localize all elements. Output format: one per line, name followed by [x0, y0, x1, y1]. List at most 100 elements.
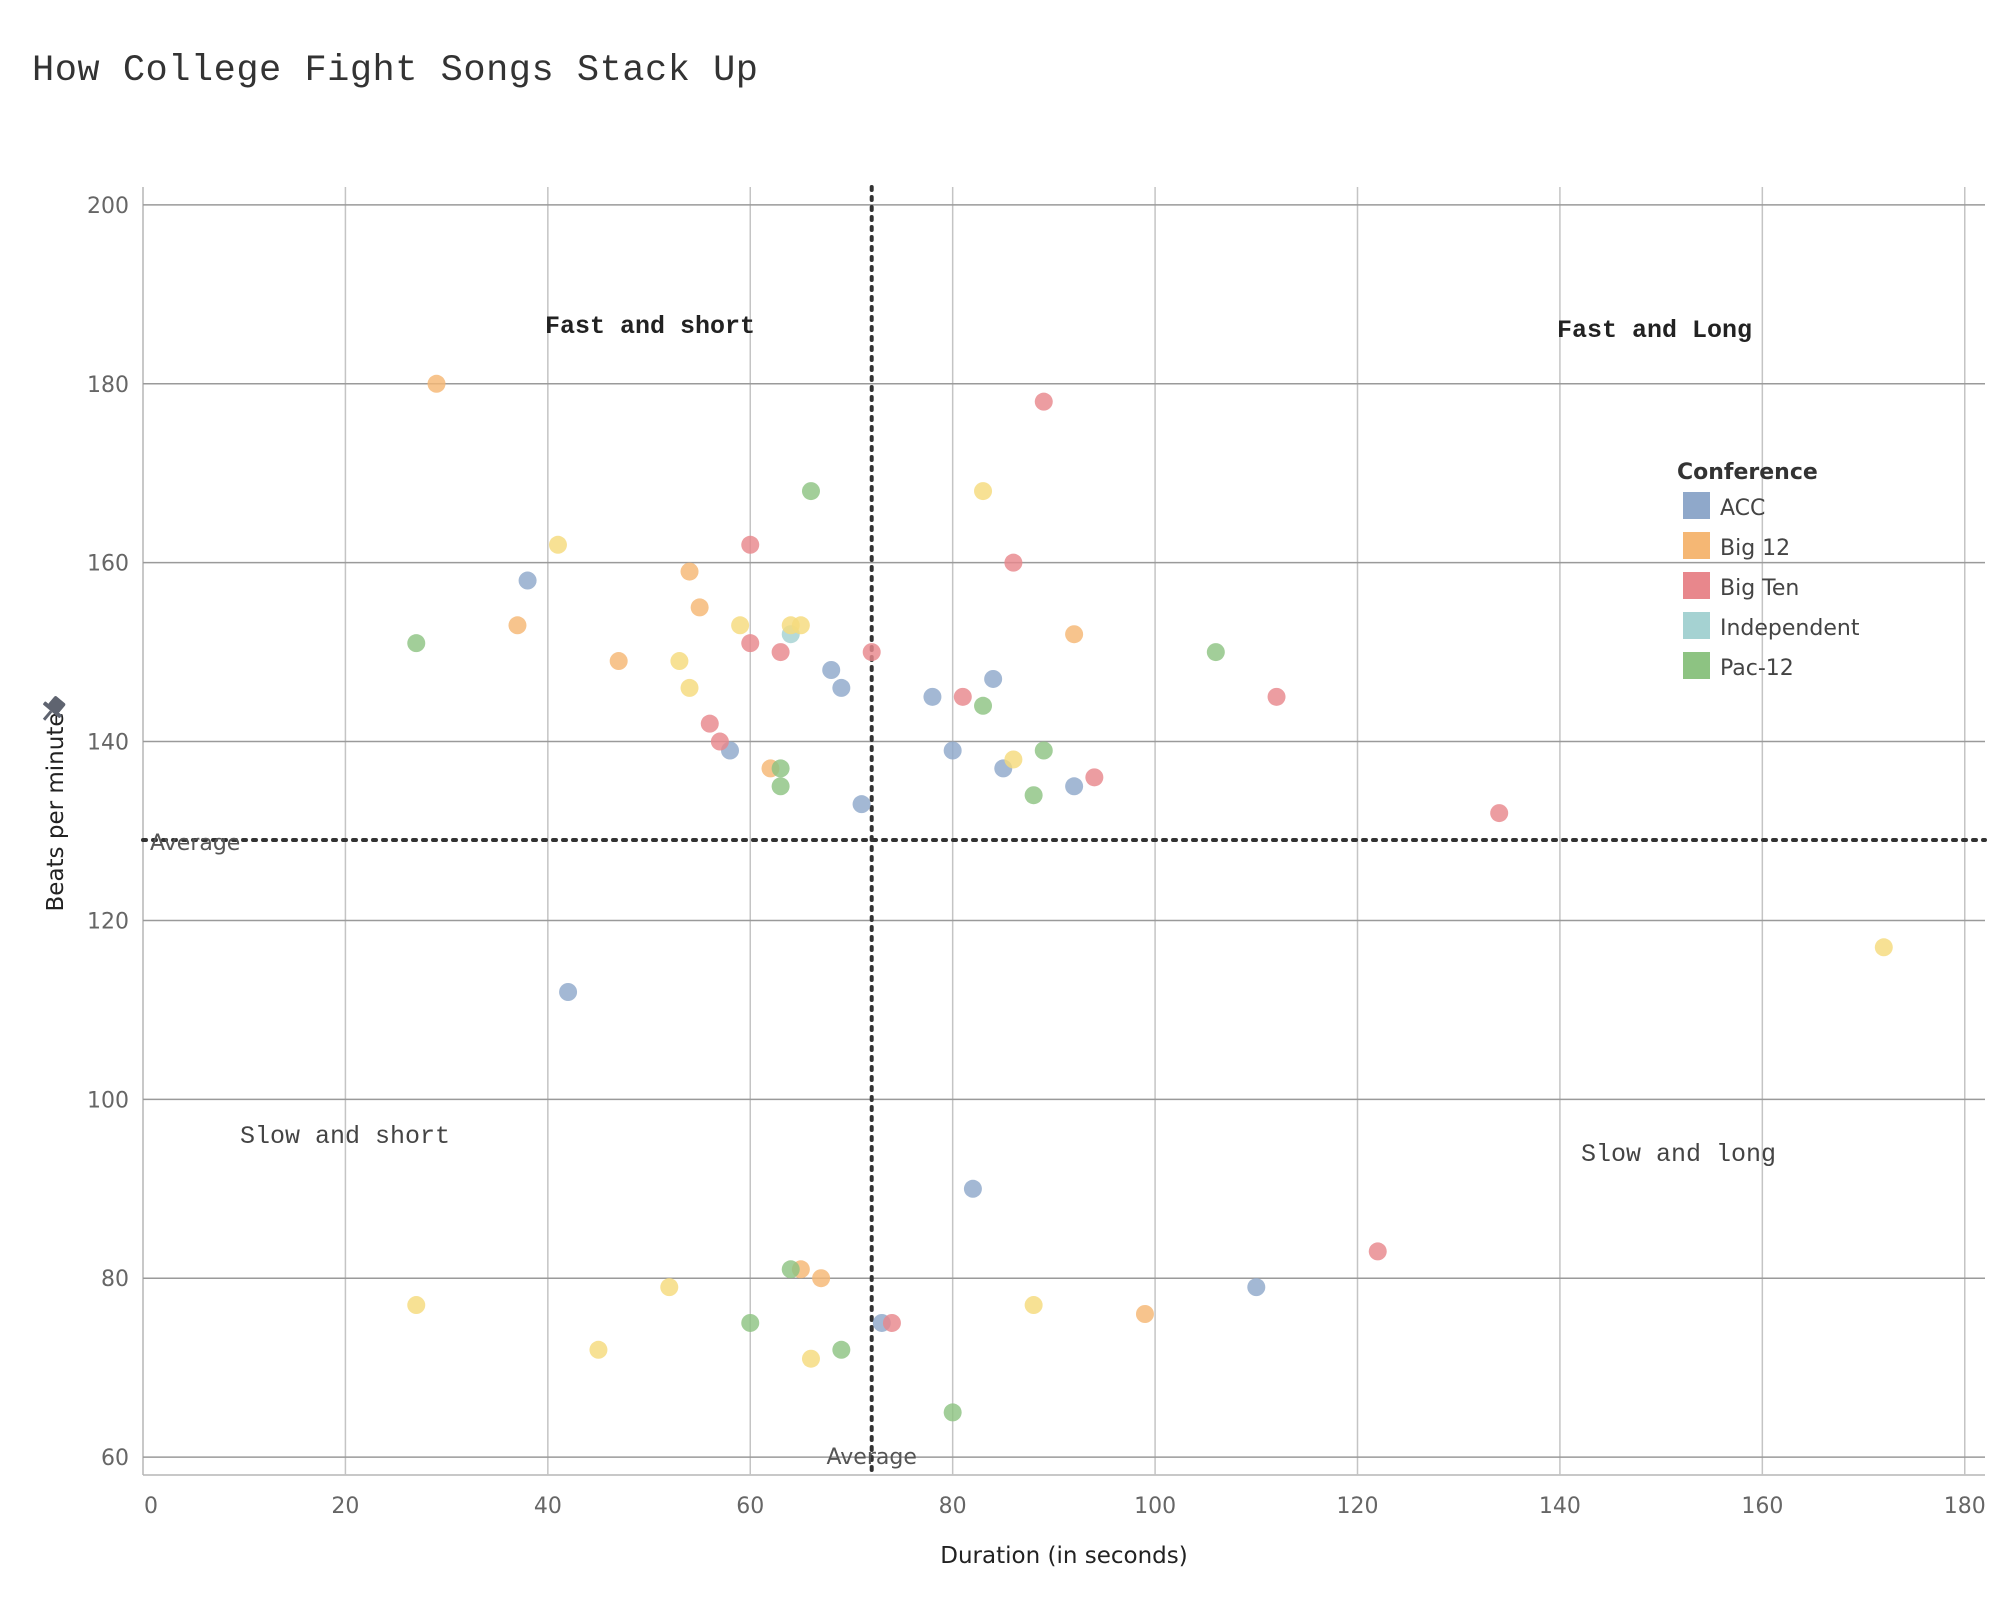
x-tick-label: 0 — [144, 1494, 158, 1519]
point-big-12 — [812, 1269, 831, 1288]
legend-label: Big 12 — [1720, 536, 1790, 561]
point-big-ten — [1490, 804, 1509, 823]
quadrant-label-fast-long: Fast and Long — [1557, 316, 1752, 345]
point-unlabeled — [791, 616, 810, 635]
x-tick-label: 100 — [1134, 1494, 1176, 1519]
pin-icon[interactable] — [36, 693, 70, 727]
x-tick-label: 40 — [534, 1494, 562, 1519]
point-big-12 — [1135, 1305, 1154, 1323]
y-tick-label: 80 — [101, 1267, 129, 1292]
point-acc — [943, 741, 962, 760]
average-y-label: Average — [150, 831, 240, 856]
point-pac-12 — [974, 696, 993, 715]
y-tick-label: 180 — [87, 373, 129, 398]
point-pac-12 — [407, 634, 426, 653]
point-big-12 — [690, 598, 709, 617]
point-pac-12 — [1034, 741, 1053, 760]
grid: 0 20 40 60 80 100 120 140 160 180 60 80 100 120 140 160… — [87, 187, 1986, 1519]
point-big-12 — [609, 652, 628, 671]
y-tick-label: 60 — [101, 1446, 129, 1471]
point-big-ten — [741, 634, 760, 653]
x-axis-title: Duration (in seconds) — [940, 1543, 1187, 1569]
legend-label: ACC — [1720, 496, 1765, 521]
point-unlabeled — [801, 1349, 820, 1368]
point-big-ten — [741, 535, 760, 554]
point-acc — [822, 661, 841, 679]
x-tick-label: 140 — [1539, 1494, 1581, 1519]
legend-item-big-ten[interactable]: Big Ten — [1683, 572, 1799, 601]
y-tick-label: 120 — [87, 909, 129, 934]
x-tick-label: 60 — [736, 1494, 764, 1519]
point-big-12 — [508, 616, 527, 635]
legend-swatch — [1683, 532, 1710, 559]
legend-item-acc[interactable]: ACC — [1683, 492, 1765, 521]
point-unlabeled — [974, 482, 993, 501]
point-big-12 — [1065, 625, 1084, 644]
point-big-ten — [1034, 392, 1053, 411]
point-pac-12 — [1024, 786, 1043, 805]
point-unlabeled — [680, 678, 699, 697]
average-x-label: Average — [827, 1445, 917, 1470]
chart-labels: Fast and short Fast and Long Slow and shor… — [36, 312, 1776, 1569]
point-unlabeled — [1874, 938, 1893, 957]
point-big-ten — [700, 714, 719, 733]
point-pac-12 — [832, 1340, 851, 1359]
point-pac-12 — [943, 1403, 962, 1422]
point-acc — [852, 795, 871, 814]
average-lines — [141, 185, 1987, 1477]
point-big-ten — [771, 643, 790, 662]
legend-swatch — [1683, 492, 1710, 519]
legend-swatch — [1683, 572, 1710, 599]
point-acc — [832, 678, 851, 697]
point-pac-12 — [771, 777, 790, 796]
point-unlabeled — [589, 1340, 608, 1359]
legend-item-pac-12[interactable]: Pac-12 — [1683, 652, 1794, 681]
point-big-ten — [882, 1313, 901, 1332]
point-pac-12 — [801, 482, 820, 501]
point-acc — [984, 669, 1003, 688]
point-unlabeled — [407, 1296, 426, 1315]
point-acc — [518, 571, 537, 590]
point-big-ten — [1267, 687, 1286, 706]
point-big-ten — [862, 643, 881, 662]
legend-item-big-12[interactable]: Big 12 — [1683, 532, 1790, 561]
legend: Conference ACC Big 12 Big Ten Independent Pac… — [1677, 460, 1860, 681]
x-tick-label: 120 — [1337, 1494, 1379, 1519]
point-big-ten — [953, 687, 972, 706]
x-tick-label: 160 — [1741, 1494, 1783, 1519]
chart-title: How College Fight Songs Stack Up — [32, 50, 759, 92]
point-unlabeled — [1004, 750, 1023, 769]
legend-label: Pac-12 — [1720, 656, 1794, 681]
point-big-ten — [1368, 1242, 1387, 1261]
point-acc — [559, 983, 578, 1001]
data-points — [407, 374, 1893, 1422]
legend-swatch — [1683, 652, 1710, 679]
quadrant-label-fast-short: Fast and short — [545, 312, 755, 341]
legend-swatch — [1683, 612, 1710, 639]
point-acc — [923, 687, 942, 706]
x-tick-label: 20 — [331, 1494, 359, 1519]
x-tick-label: 80 — [939, 1494, 967, 1519]
point-unlabeled — [548, 535, 567, 554]
legend-label: Independent — [1720, 616, 1860, 641]
point-pac-12 — [781, 1260, 800, 1279]
point-unlabeled — [731, 616, 750, 635]
point-big-ten — [1004, 553, 1023, 572]
point-acc — [1065, 777, 1084, 796]
quadrant-label-slow-short: Slow and short — [240, 1122, 450, 1151]
point-pac-12 — [771, 759, 790, 778]
y-tick-label: 200 — [87, 194, 129, 219]
point-unlabeled — [660, 1278, 679, 1297]
point-pac-12 — [1206, 643, 1225, 662]
point-pac-12 — [741, 1313, 760, 1332]
point-big-ten — [710, 732, 729, 751]
legend-title: Conference — [1677, 460, 1818, 485]
point-unlabeled — [670, 652, 689, 671]
y-tick-label: 160 — [87, 552, 129, 577]
legend-item-independent[interactable]: Independent — [1683, 612, 1860, 641]
y-tick-label: 140 — [87, 731, 129, 756]
point-big-ten — [1085, 768, 1104, 787]
point-acc — [1247, 1278, 1266, 1297]
point-unlabeled — [1024, 1296, 1043, 1315]
